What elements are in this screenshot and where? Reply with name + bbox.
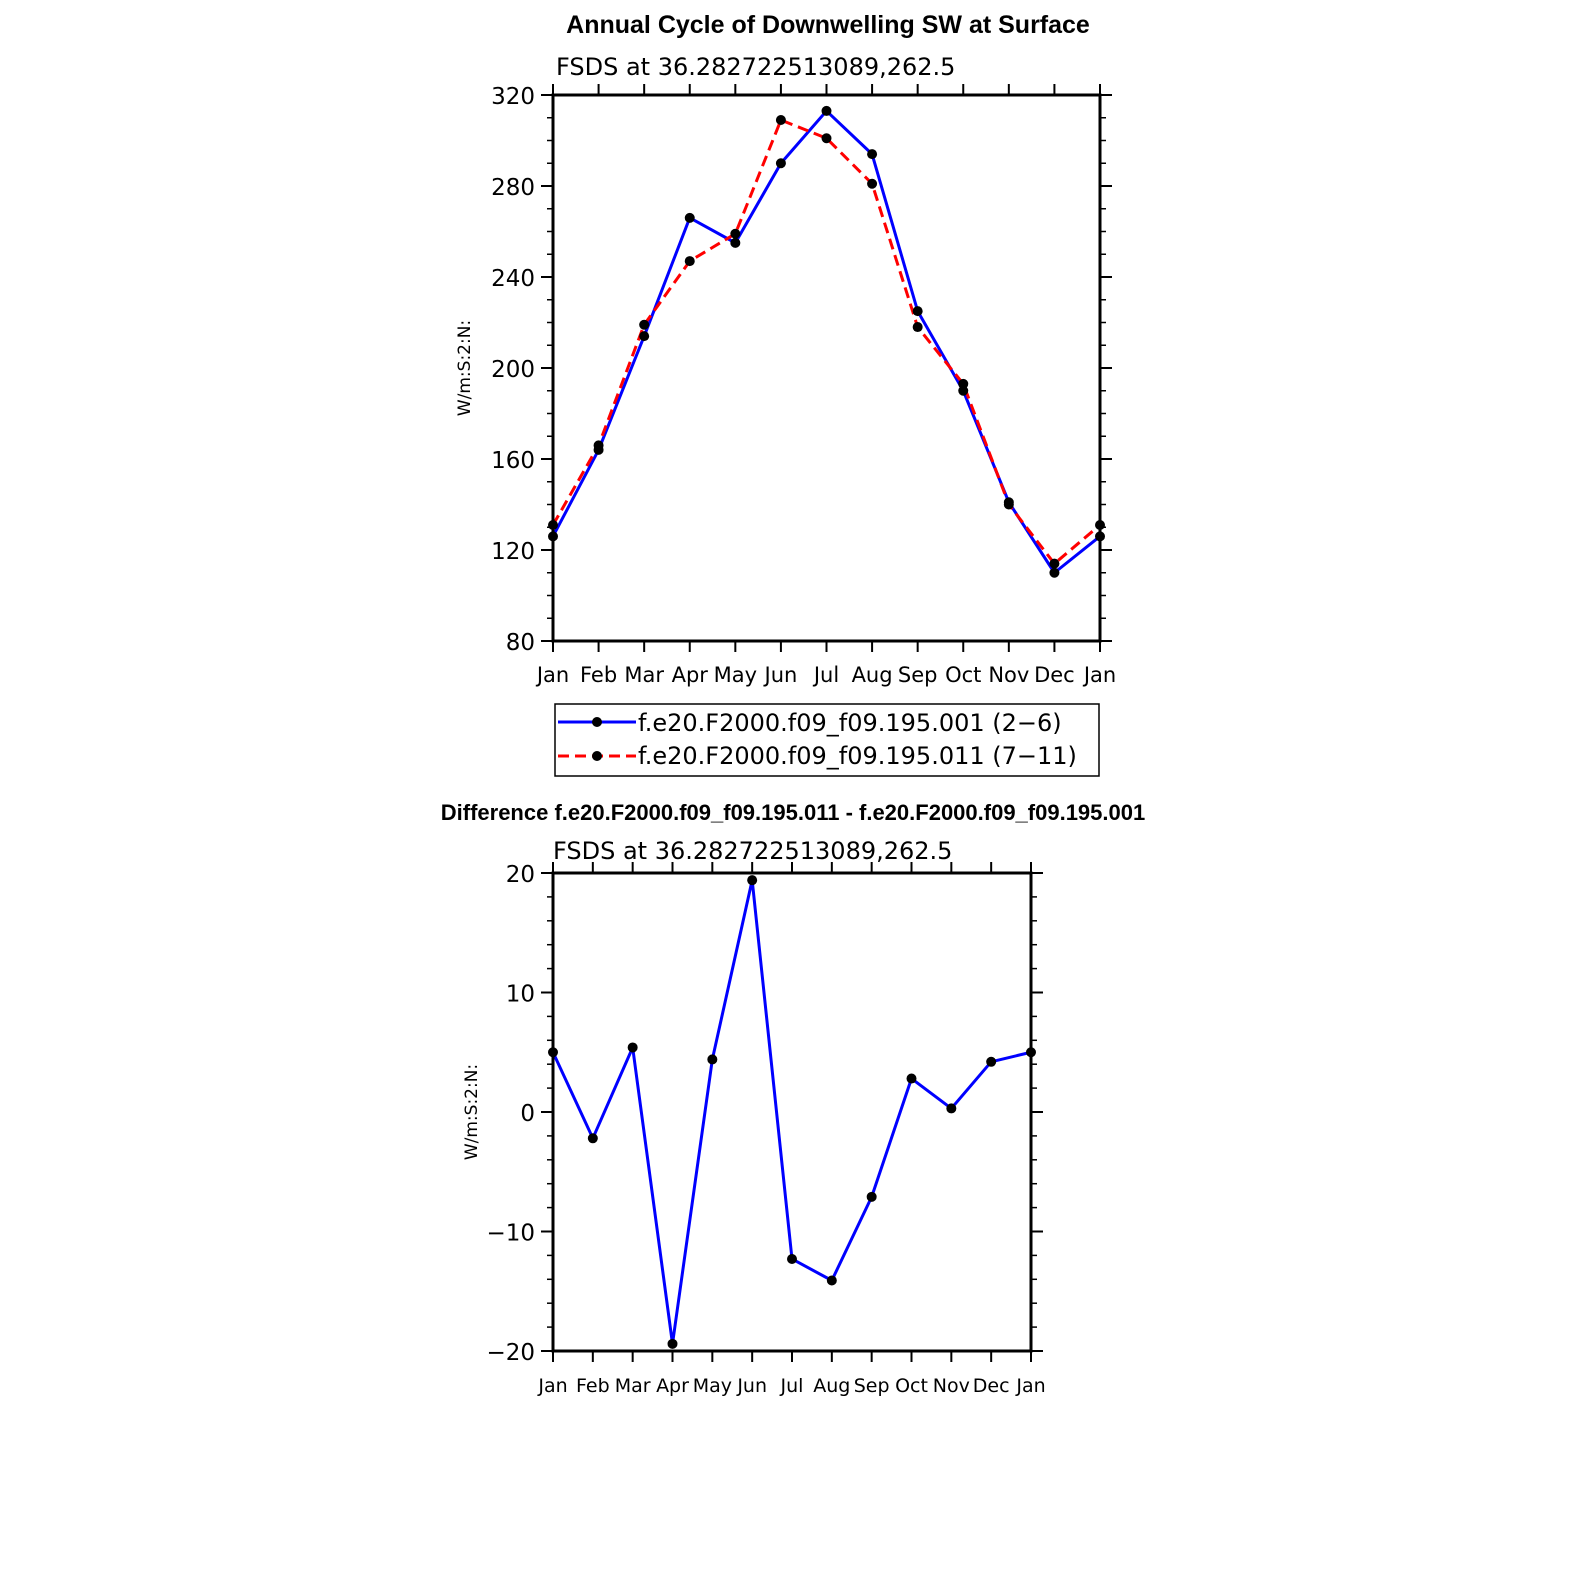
series-1-point: [1049, 567, 1060, 578]
series-1-point: [946, 1103, 957, 1114]
series-2-point: [1003, 499, 1014, 510]
x-tick-label: Jul: [780, 1375, 804, 1397]
x-tick-label: May: [693, 1375, 732, 1397]
y-tick-label: −10: [486, 1221, 535, 1247]
chart2-x-tick-labels: Jan Feb Mar Apr May Jun Jul Aug Sep Oct Nov Dec Jan: [537, 1375, 1045, 1397]
chart2-plot-frame: [551, 871, 1033, 1353]
chart1-y-axis-label: W/m:S:2:N:: [455, 320, 475, 416]
chart1-y-tick-labels: 80 120 160 200 240 280 320: [491, 84, 535, 656]
x-tick-label: Oct: [895, 1375, 928, 1397]
series-1-point: [639, 331, 650, 342]
series-2-point: [912, 322, 923, 333]
x-tick-label: May: [714, 663, 757, 687]
chart1-plot-frame: [551, 93, 1102, 643]
x-tick-label: Nov: [988, 663, 1029, 687]
series-1-point: [684, 212, 695, 223]
chart1-legend: f.e20.F2000.f09_f09.195.001 (2−6) f.e20.…: [554, 703, 1100, 777]
chart1-title: Annual Cycle of Downwelling SW at Surfac…: [566, 11, 1090, 39]
series-1-point: [986, 1056, 997, 1067]
series-1-point: [906, 1073, 917, 1084]
difference-chart: Difference f.e20.F2000.f09_f09.195.011 -…: [441, 800, 1145, 1397]
legend-marker-series-1: [592, 717, 602, 727]
x-tick-label: Nov: [933, 1375, 970, 1397]
series-1-point: [587, 1133, 598, 1144]
y-tick-label: 120: [491, 539, 535, 565]
series-line-1: [551, 109, 1101, 575]
series-2-point: [593, 440, 604, 451]
series-2-point: [730, 228, 741, 239]
y-tick-label: 160: [491, 448, 535, 474]
series-2-point: [684, 256, 695, 267]
series-2-point: [775, 115, 786, 126]
chart2-y-tick-labels: −20 −10 0 10 20: [486, 862, 535, 1366]
chart2-title: Difference f.e20.F2000.f09_f09.195.011 -…: [441, 800, 1145, 825]
series-1-point: [730, 237, 741, 248]
series-2-point: [821, 133, 832, 144]
chart1-subtitle: FSDS at 36.282722513089,262.5: [556, 53, 955, 81]
x-tick-label: Oct: [945, 663, 981, 687]
legend-label-series-2: f.e20.F2000.f09_f09.195.011 (7−11): [638, 742, 1077, 770]
legend-box: [554, 703, 1100, 777]
series-1-point: [747, 875, 758, 886]
series-line-1: [551, 878, 1032, 1346]
series-1-point: [787, 1253, 797, 1264]
chart2-ticks: [541, 862, 1043, 1362]
chart1-series: [548, 105, 1105, 578]
x-tick-label: Mar: [615, 1375, 651, 1397]
x-tick-label: Jan: [1082, 663, 1116, 687]
chart2-series: [548, 875, 1036, 1349]
y-tick-label: 80: [506, 630, 535, 656]
series-1-point: [707, 1054, 718, 1065]
x-tick-label: Sep: [854, 1375, 890, 1397]
series-2-point: [867, 178, 878, 189]
series-1-point: [866, 1191, 877, 1202]
x-tick-label: Jul: [812, 663, 839, 687]
series-1-point: [826, 1275, 837, 1286]
x-tick-label: Jan: [537, 1375, 567, 1397]
x-tick-label: Mar: [624, 663, 664, 687]
series-1-point: [775, 158, 786, 169]
x-tick-label: Jan: [535, 663, 569, 687]
y-tick-label: 20: [506, 862, 535, 888]
series-1-point: [912, 306, 923, 317]
series-1-point: [667, 1338, 678, 1349]
x-tick-label: Aug: [852, 663, 893, 687]
x-tick-label: Feb: [580, 663, 617, 687]
x-tick-label: Aug: [813, 1375, 850, 1397]
y-tick-label: 200: [491, 357, 535, 383]
chart2-subtitle: FSDS at 36.282722513089,262.5: [553, 837, 952, 865]
y-tick-label: 320: [491, 84, 535, 110]
x-tick-label: Jun: [736, 1375, 767, 1397]
chart2-y-axis-label: W/m:S:2:N:: [462, 1064, 482, 1160]
x-tick-label: Feb: [576, 1375, 610, 1397]
legend-item-series-2: f.e20.F2000.f09_f09.195.011 (7−11): [558, 742, 1077, 770]
annual-cycle-chart: Annual Cycle of Downwelling SW at Surfac…: [455, 11, 1116, 777]
x-tick-label: Apr: [656, 1375, 689, 1397]
series-line-2: [551, 118, 1101, 566]
legend-marker-series-2: [592, 751, 602, 761]
series-2-point: [639, 319, 650, 330]
x-tick-label: Jun: [763, 663, 798, 687]
series-1-point: [627, 1042, 638, 1053]
chart1-x-tick-labels: Jan Feb Mar Apr May Jun Jul Aug Sep Oct Nov Dec Jan: [535, 663, 1116, 687]
series-2-point: [958, 378, 969, 389]
y-tick-label: 0: [520, 1101, 535, 1127]
legend-item-series-1: f.e20.F2000.f09_f09.195.001 (2−6): [558, 709, 1062, 737]
y-tick-label: −20: [486, 1340, 535, 1366]
y-tick-label: 240: [491, 266, 535, 292]
y-tick-label: 10: [506, 982, 535, 1008]
series-1-point: [867, 149, 878, 160]
x-tick-label: Jan: [1015, 1375, 1045, 1397]
legend-label-series-1: f.e20.F2000.f09_f09.195.001 (2−6): [638, 709, 1062, 737]
series-2-point: [1049, 558, 1060, 569]
series-1-point: [821, 105, 832, 116]
x-tick-label: Dec: [1034, 663, 1075, 687]
y-tick-label: 280: [491, 175, 535, 201]
x-tick-label: Dec: [973, 1375, 1010, 1397]
x-tick-label: Sep: [898, 663, 938, 687]
x-tick-label: Apr: [672, 663, 709, 687]
